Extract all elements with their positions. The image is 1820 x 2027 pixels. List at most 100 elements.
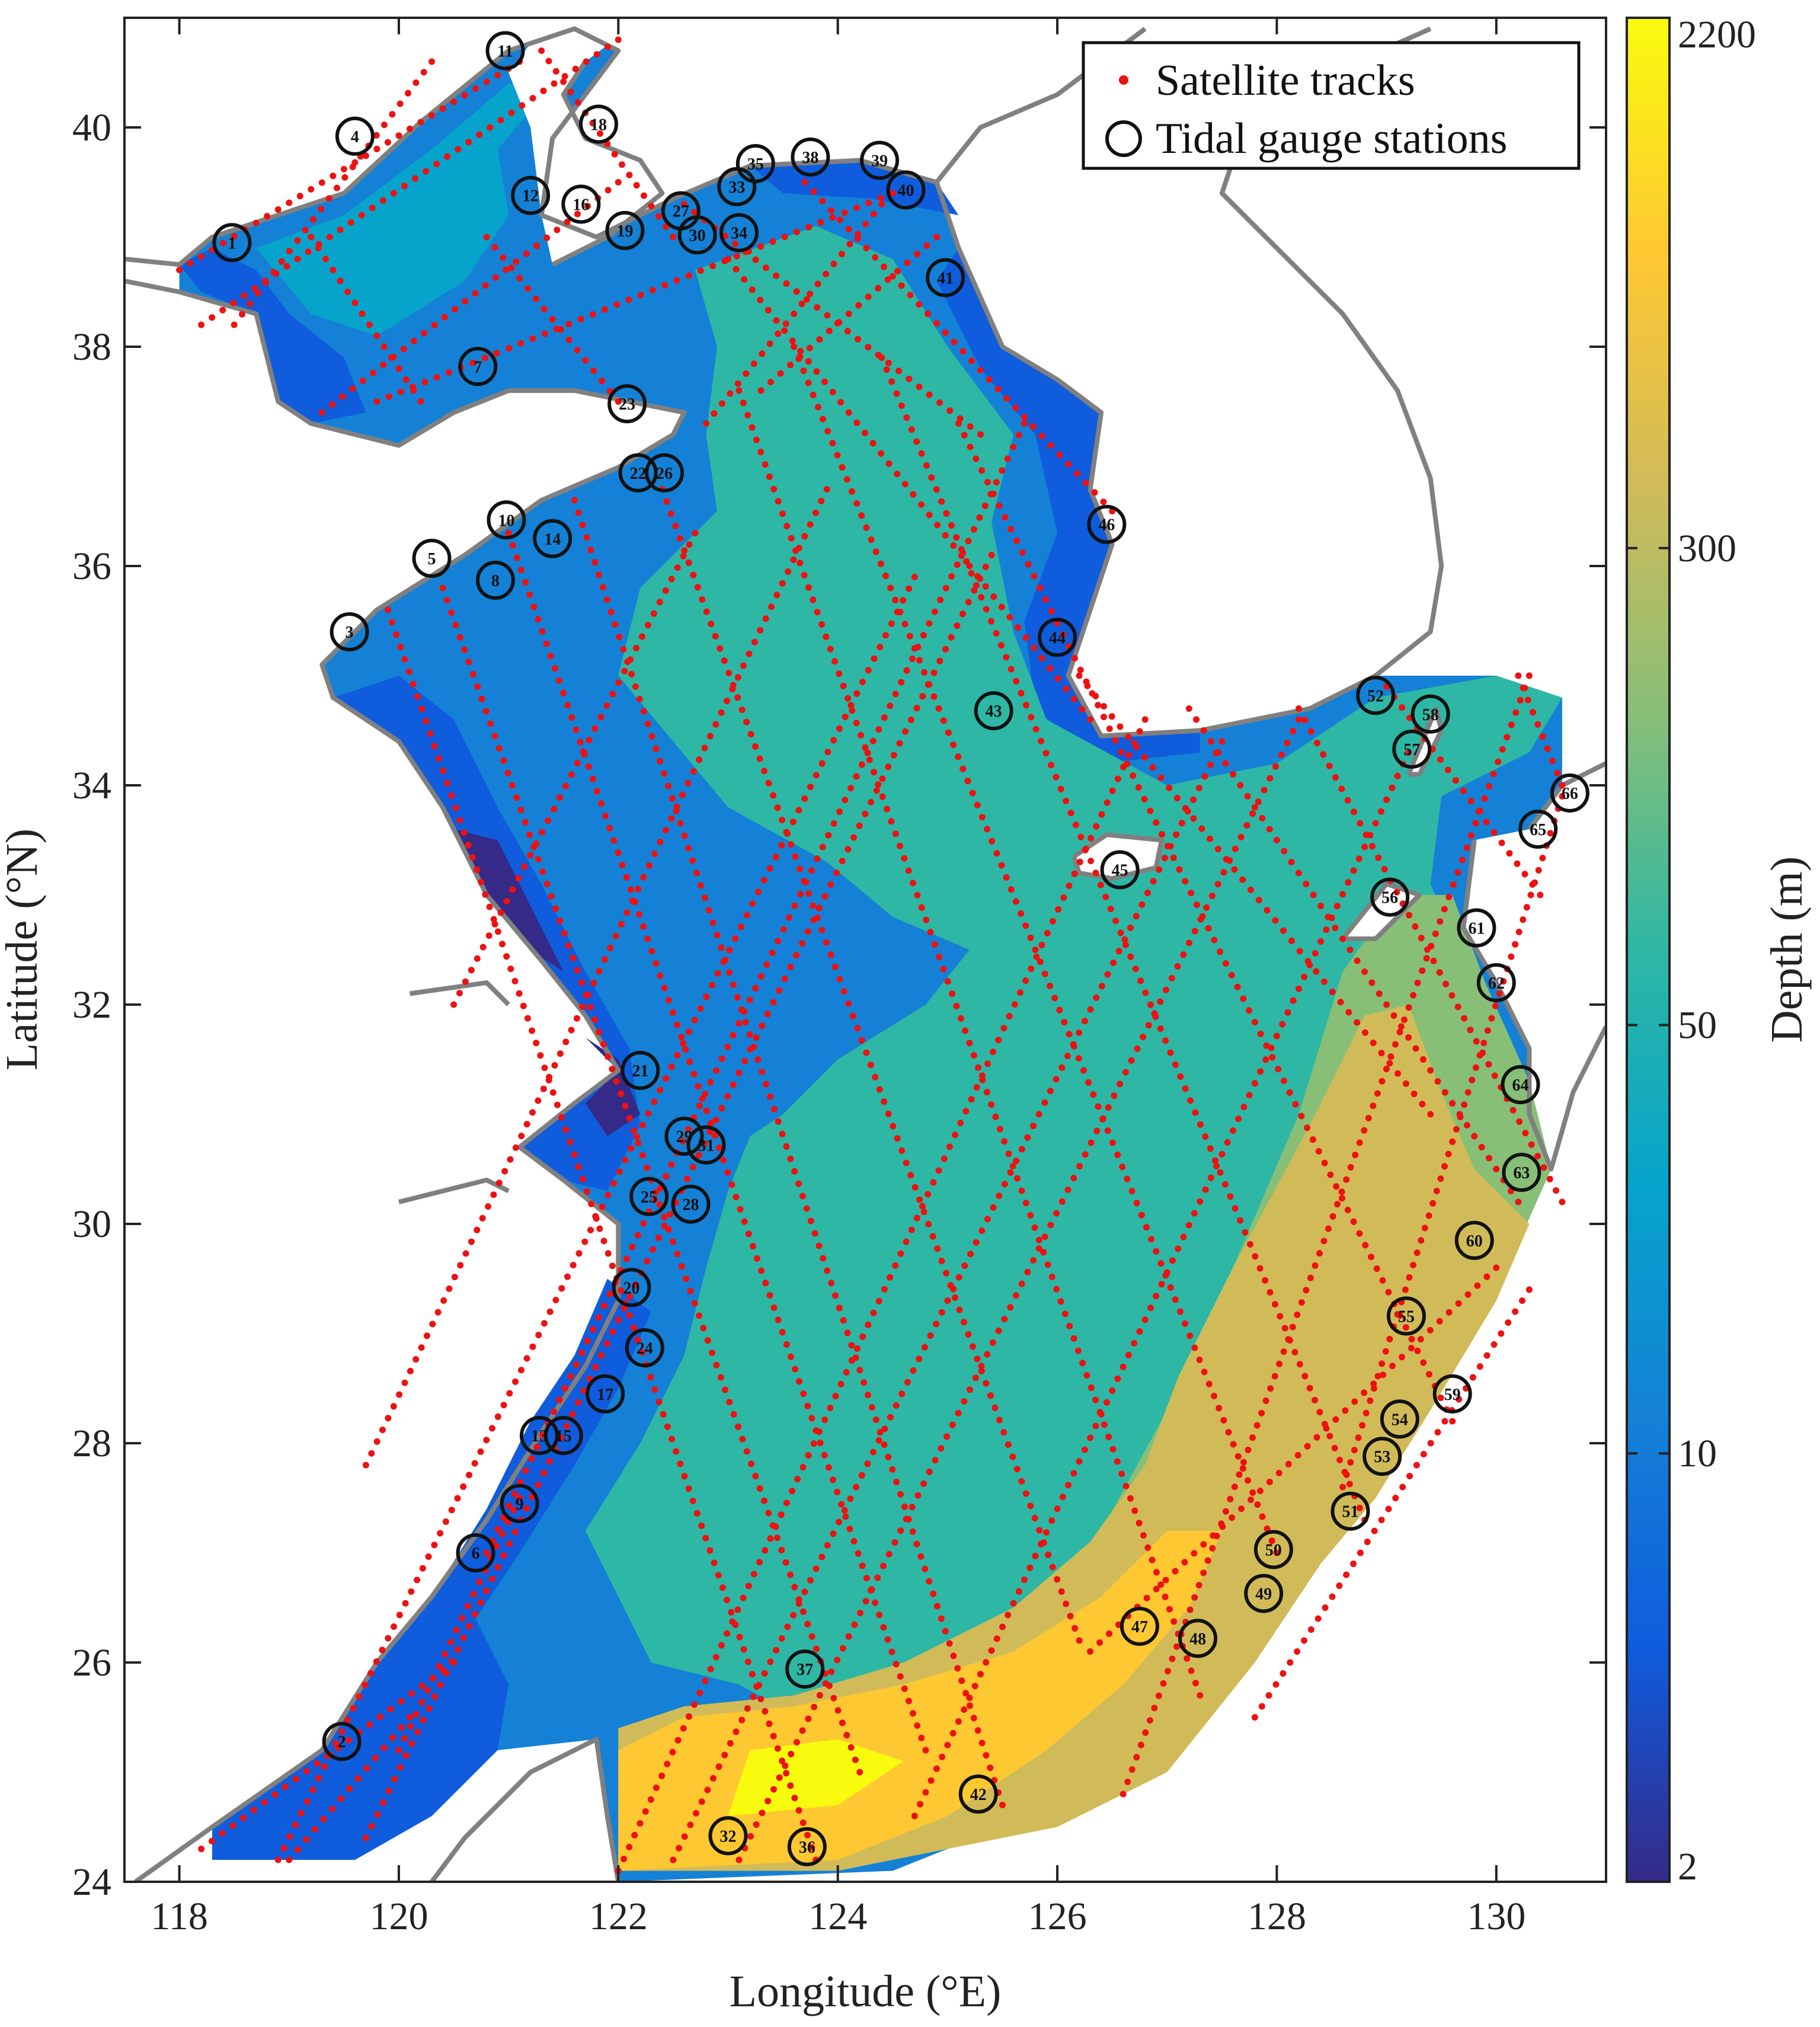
station-20[interactable]: 20 <box>612 1268 651 1307</box>
station-63[interactable]: 63 <box>1502 1153 1541 1192</box>
track-point <box>788 1751 795 1757</box>
station-45[interactable]: 45 <box>1100 850 1140 890</box>
station-3[interactable]: 3 <box>330 612 369 651</box>
track-point <box>944 1297 951 1304</box>
station-28[interactable]: 28 <box>671 1184 711 1224</box>
track-point <box>1053 1076 1060 1083</box>
track-point <box>660 1411 667 1418</box>
station-55[interactable]: 55 <box>1386 1296 1426 1336</box>
station-8[interactable]: 8 <box>475 561 515 600</box>
track-point <box>933 1603 941 1610</box>
station-41[interactable]: 41 <box>926 258 965 298</box>
station-44[interactable]: 44 <box>1038 618 1077 657</box>
station-label: 14 <box>544 530 561 549</box>
station-50[interactable]: 50 <box>1253 1530 1293 1569</box>
station-4[interactable]: 4 <box>335 116 375 156</box>
track-point <box>916 383 923 391</box>
track-point <box>888 378 895 385</box>
station-38[interactable]: 38 <box>791 137 830 177</box>
station-23[interactable]: 23 <box>607 384 647 424</box>
station-14[interactable]: 14 <box>533 519 572 558</box>
station-42[interactable]: 42 <box>958 1775 998 1814</box>
station-9[interactable]: 9 <box>500 1484 539 1523</box>
station-15[interactable]: 15 <box>543 1416 583 1456</box>
station-16[interactable]: 16 <box>561 184 601 224</box>
track-point <box>965 599 972 606</box>
track-point <box>539 628 546 635</box>
station-54[interactable]: 54 <box>1380 1399 1419 1439</box>
station-26[interactable]: 26 <box>645 453 685 493</box>
station-43[interactable]: 43 <box>974 691 1013 731</box>
x-tick-label: 128 <box>1248 1895 1306 1938</box>
track-point <box>636 696 643 702</box>
station-12[interactable]: 12 <box>511 175 551 215</box>
station-34[interactable]: 34 <box>719 213 759 252</box>
track-point <box>983 1089 990 1096</box>
track-point <box>610 837 618 844</box>
station-46[interactable]: 46 <box>1087 504 1127 544</box>
track-point <box>1554 769 1561 776</box>
coastline-segment <box>124 26 1444 738</box>
station-39[interactable]: 39 <box>860 140 900 180</box>
track-point <box>468 967 475 974</box>
station-5[interactable]: 5 <box>412 539 452 578</box>
track-point <box>1104 1127 1111 1134</box>
station-2[interactable]: 2 <box>322 1722 362 1761</box>
station-35[interactable]: 35 <box>735 144 775 184</box>
station-66[interactable]: 66 <box>1550 773 1589 813</box>
station-61[interactable]: 61 <box>1457 908 1496 948</box>
track-point <box>1312 1396 1319 1403</box>
track-point <box>499 941 506 948</box>
track-point <box>1347 1459 1354 1466</box>
track-point <box>720 1156 727 1163</box>
track-point <box>871 769 877 776</box>
track-point <box>1118 1470 1125 1478</box>
station-47[interactable]: 47 <box>1119 1606 1159 1646</box>
station-49[interactable]: 49 <box>1244 1574 1284 1613</box>
station-64[interactable]: 64 <box>1501 1065 1540 1105</box>
station-25[interactable]: 25 <box>629 1176 669 1216</box>
station-58[interactable]: 58 <box>1410 694 1450 734</box>
station-21[interactable]: 21 <box>620 1051 660 1090</box>
track-point <box>930 693 938 700</box>
track-point <box>518 567 524 574</box>
track-point <box>379 1427 386 1433</box>
station-57[interactable]: 57 <box>1392 729 1432 769</box>
station-40[interactable]: 40 <box>886 170 926 210</box>
station-32[interactable]: 32 <box>708 1816 748 1856</box>
station-56[interactable]: 56 <box>1370 877 1410 917</box>
station-53[interactable]: 53 <box>1362 1437 1402 1476</box>
station-6[interactable]: 6 <box>456 1533 495 1572</box>
station-18[interactable]: 18 <box>579 104 618 144</box>
station-30[interactable]: 30 <box>677 215 717 255</box>
station-31[interactable]: 31 <box>686 1125 726 1165</box>
station-22[interactable]: 22 <box>618 453 658 493</box>
track-point <box>1301 1373 1309 1380</box>
station-52[interactable]: 52 <box>1356 676 1396 715</box>
station-37[interactable]: 37 <box>785 1649 825 1689</box>
station-10[interactable]: 10 <box>487 500 526 540</box>
station-65[interactable]: 65 <box>1518 810 1558 849</box>
track-point <box>753 436 760 443</box>
station-1[interactable]: 1 <box>212 223 252 263</box>
station-59[interactable]: 59 <box>1432 1374 1472 1414</box>
track-point <box>314 1760 321 1767</box>
station-7[interactable]: 7 <box>458 347 498 386</box>
station-51[interactable]: 51 <box>1330 1491 1370 1531</box>
track-point <box>597 714 604 721</box>
station-11[interactable]: 11 <box>485 31 525 71</box>
station-48[interactable]: 48 <box>1178 1619 1218 1658</box>
track-point <box>770 1732 777 1740</box>
station-17[interactable]: 17 <box>586 1374 625 1414</box>
track-point <box>1066 1031 1073 1038</box>
station-62[interactable]: 62 <box>1476 963 1516 1002</box>
station-19[interactable]: 19 <box>605 210 645 250</box>
track-point <box>948 573 955 580</box>
track-point <box>584 1188 590 1195</box>
track-point <box>1392 1041 1399 1048</box>
track-point <box>958 1677 965 1684</box>
station-marker <box>579 104 618 144</box>
station-36[interactable]: 36 <box>787 1827 827 1866</box>
station-60[interactable]: 60 <box>1454 1220 1494 1260</box>
station-24[interactable]: 24 <box>625 1328 664 1368</box>
